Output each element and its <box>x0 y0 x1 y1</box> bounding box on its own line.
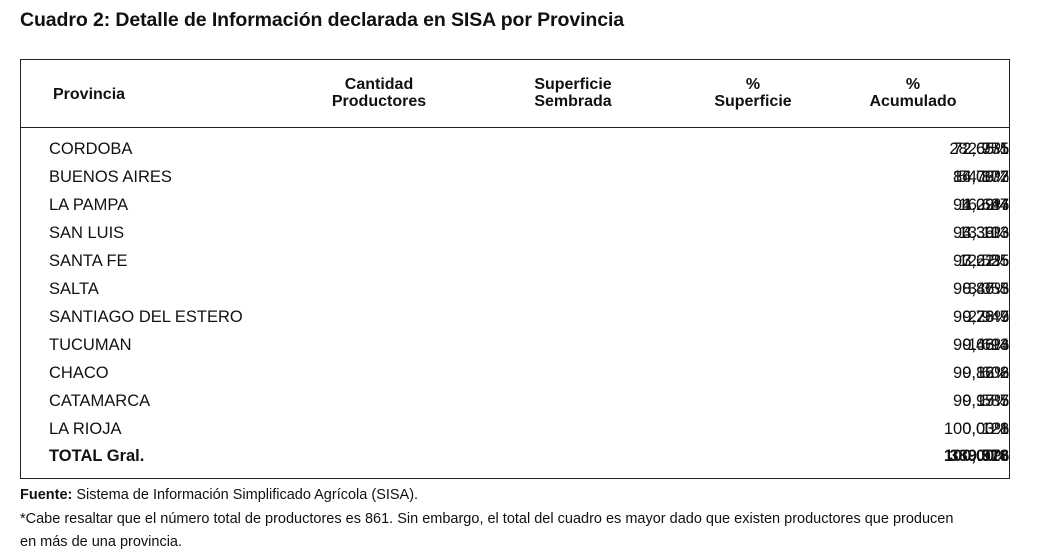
table-row: CORDOBA 755 282.971 72,65% 72,65% <box>49 140 1009 158</box>
source-note: Fuente: Sistema de Información Simplific… <box>20 486 418 504</box>
table-title: Cuadro 2: Detalle de Información declara… <box>20 9 625 31</box>
table-row: CATAMARCA 7 585 0,15% 99,97% <box>49 392 1009 410</box>
footnote-line-2: en más de una provincia. <box>20 534 183 550</box>
data-table: Provincia Cantidad Productores Superfici… <box>20 59 1010 479</box>
header-pct-acumulado: % Acumulado <box>869 76 957 110</box>
header-pct-superficie: % Superficie <box>714 76 792 110</box>
header-provincia: Provincia <box>53 86 126 103</box>
table-row: SAN LUIS 13 13.103 3,36% 94,39% <box>49 224 1009 242</box>
total-row: TOTAL Gral. 976 389.518 100,00% <box>49 447 1009 465</box>
table-row: CHACO 2 608 0,16% 99,82% <box>49 364 1009 382</box>
source-label: Fuente: <box>20 487 73 503</box>
table-row: TUCUMAN 13 1.694 0,43% 99,66% <box>49 336 1009 354</box>
header-superficie-sembrada: Superficie Sembrada <box>534 76 612 110</box>
table-row: BUENOS AIRES 102 54.877 14,09% 86,73% <box>49 168 1009 186</box>
table-row: LA PAMPA 44 16.697 4,29% 91,02% <box>49 196 1009 214</box>
table-row: SANTIAGO DEL ESTERO 9 2.947 0,76% 99,23% <box>49 308 1009 326</box>
source-text: Sistema de Información Simplificado Agrí… <box>76 487 419 503</box>
header-cantidad-productores: Cantidad Productores <box>331 76 427 110</box>
table-row: LA RIOJA 1 128 0,03% 100,00% <box>49 420 1009 438</box>
footnote-line-1: *Cabe resaltar que el número total de pr… <box>20 511 954 527</box>
table-row: SALTA 5 3.353 0,86% 98,47% <box>49 280 1009 298</box>
header-divider <box>21 127 1009 128</box>
table-row: SANTA FE 25 12.555 3,22% 97,61% <box>49 252 1009 270</box>
